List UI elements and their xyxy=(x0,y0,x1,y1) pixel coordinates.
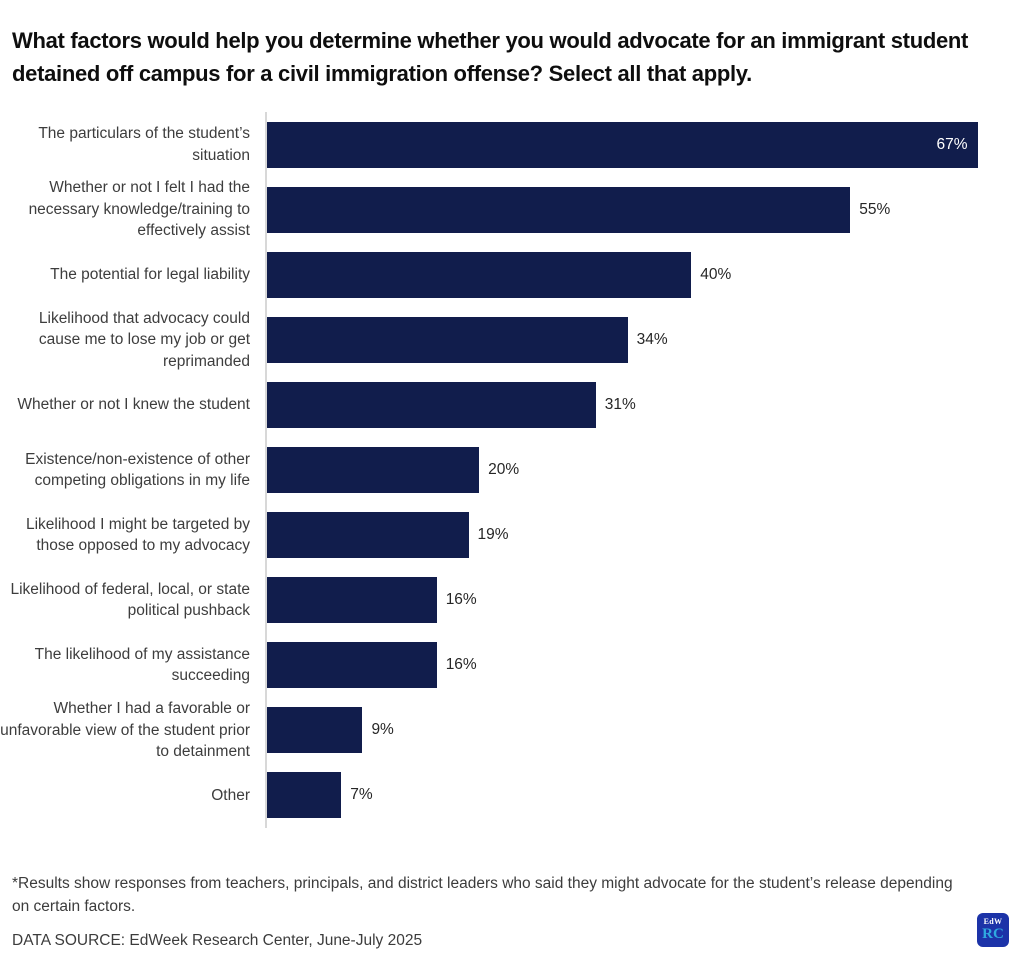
bar xyxy=(267,251,692,298)
value-label: 19% xyxy=(477,526,509,544)
category-label: Whether or not I felt I had the necessar… xyxy=(28,179,250,240)
logo-rc-text: RC xyxy=(982,926,1004,942)
bar-row: Likelihood of federal, local, or state p… xyxy=(0,568,1020,633)
bar-area: 67% xyxy=(267,112,1020,177)
category-label: The particulars of the student’s situati… xyxy=(38,125,250,164)
value-label: 55% xyxy=(859,200,891,218)
value-label: 7% xyxy=(350,786,373,804)
category-label: Whether or not I knew the student xyxy=(17,396,250,414)
bar-row: Likelihood that advocacy could cause me … xyxy=(0,307,1020,372)
category-label: Likelihood that advocacy could cause me … xyxy=(38,309,250,370)
value-label: 34% xyxy=(636,330,668,348)
bar-row: Whether or not I knew the student 31% xyxy=(0,372,1020,437)
value-label: 67% xyxy=(936,135,968,153)
edweek-rc-logo: EdW RC xyxy=(977,913,1009,947)
bar-row: Likelihood I might be targeted by those … xyxy=(0,503,1020,568)
bar-area: 34% xyxy=(267,307,1020,372)
bar-area: 7% xyxy=(267,763,1020,828)
bar-row: The potential for legal liability 40% xyxy=(0,242,1020,307)
category-label: The likelihood of my assistance succeedi… xyxy=(34,645,250,685)
bar-row: The particulars of the student’s situati… xyxy=(0,112,1020,177)
bar-row: Existence/non-existence of other competi… xyxy=(0,437,1020,502)
value-label: 20% xyxy=(488,461,520,479)
data-source: DATA SOURCE: EdWeek Research Center, Jun… xyxy=(12,932,423,949)
category-label: Existence/non-existence of other competi… xyxy=(25,450,250,490)
value-label: 9% xyxy=(371,721,394,739)
bar xyxy=(267,447,480,494)
bar-area: 40% xyxy=(267,242,1020,307)
bar-area: 9% xyxy=(267,698,1020,763)
bar xyxy=(267,772,342,819)
chart-title: What factors would help you determine wh… xyxy=(12,28,969,86)
bar xyxy=(267,642,437,689)
bar-area: 55% xyxy=(267,177,1020,242)
logo-edw-text: EdW xyxy=(983,917,1003,926)
bar-area: 31% xyxy=(267,372,1020,437)
bar-row: Whether I had a favorable or unfavorable… xyxy=(0,698,1020,763)
bar: 67% xyxy=(267,121,978,168)
bar xyxy=(267,186,851,233)
bar xyxy=(267,512,469,559)
bar-area: 19% xyxy=(267,503,1020,568)
footnote: *Results show responses from teachers, p… xyxy=(12,875,953,915)
bar-area: 16% xyxy=(267,633,1020,698)
category-label: The potential for legal liability xyxy=(50,265,250,283)
category-label: Likelihood I might be targeted by those … xyxy=(25,515,250,555)
bar xyxy=(267,707,363,754)
value-label: 31% xyxy=(604,395,636,413)
bar-row: Whether or not I felt I had the necessar… xyxy=(0,177,1020,242)
bar xyxy=(267,381,596,428)
category-label: Whether I had a favorable or unfavorable… xyxy=(0,700,250,761)
bar-rows: The particulars of the student’s situati… xyxy=(0,112,1020,828)
category-label: Likelihood of federal, local, or state p… xyxy=(10,580,250,620)
value-label: 16% xyxy=(445,591,477,609)
bar-area: 16% xyxy=(267,568,1020,633)
bar-chart: The particulars of the student’s situati… xyxy=(0,112,1020,828)
bar-area: 20% xyxy=(267,437,1020,502)
bar xyxy=(267,577,437,624)
category-label: Other xyxy=(211,786,250,804)
bar-row: Other 7% xyxy=(0,763,1020,828)
value-label: 40% xyxy=(700,265,732,283)
bar-row: The likelihood of my assistance succeedi… xyxy=(0,633,1020,698)
bar xyxy=(267,316,628,363)
value-label: 16% xyxy=(445,656,477,674)
y-axis-line xyxy=(265,112,267,828)
